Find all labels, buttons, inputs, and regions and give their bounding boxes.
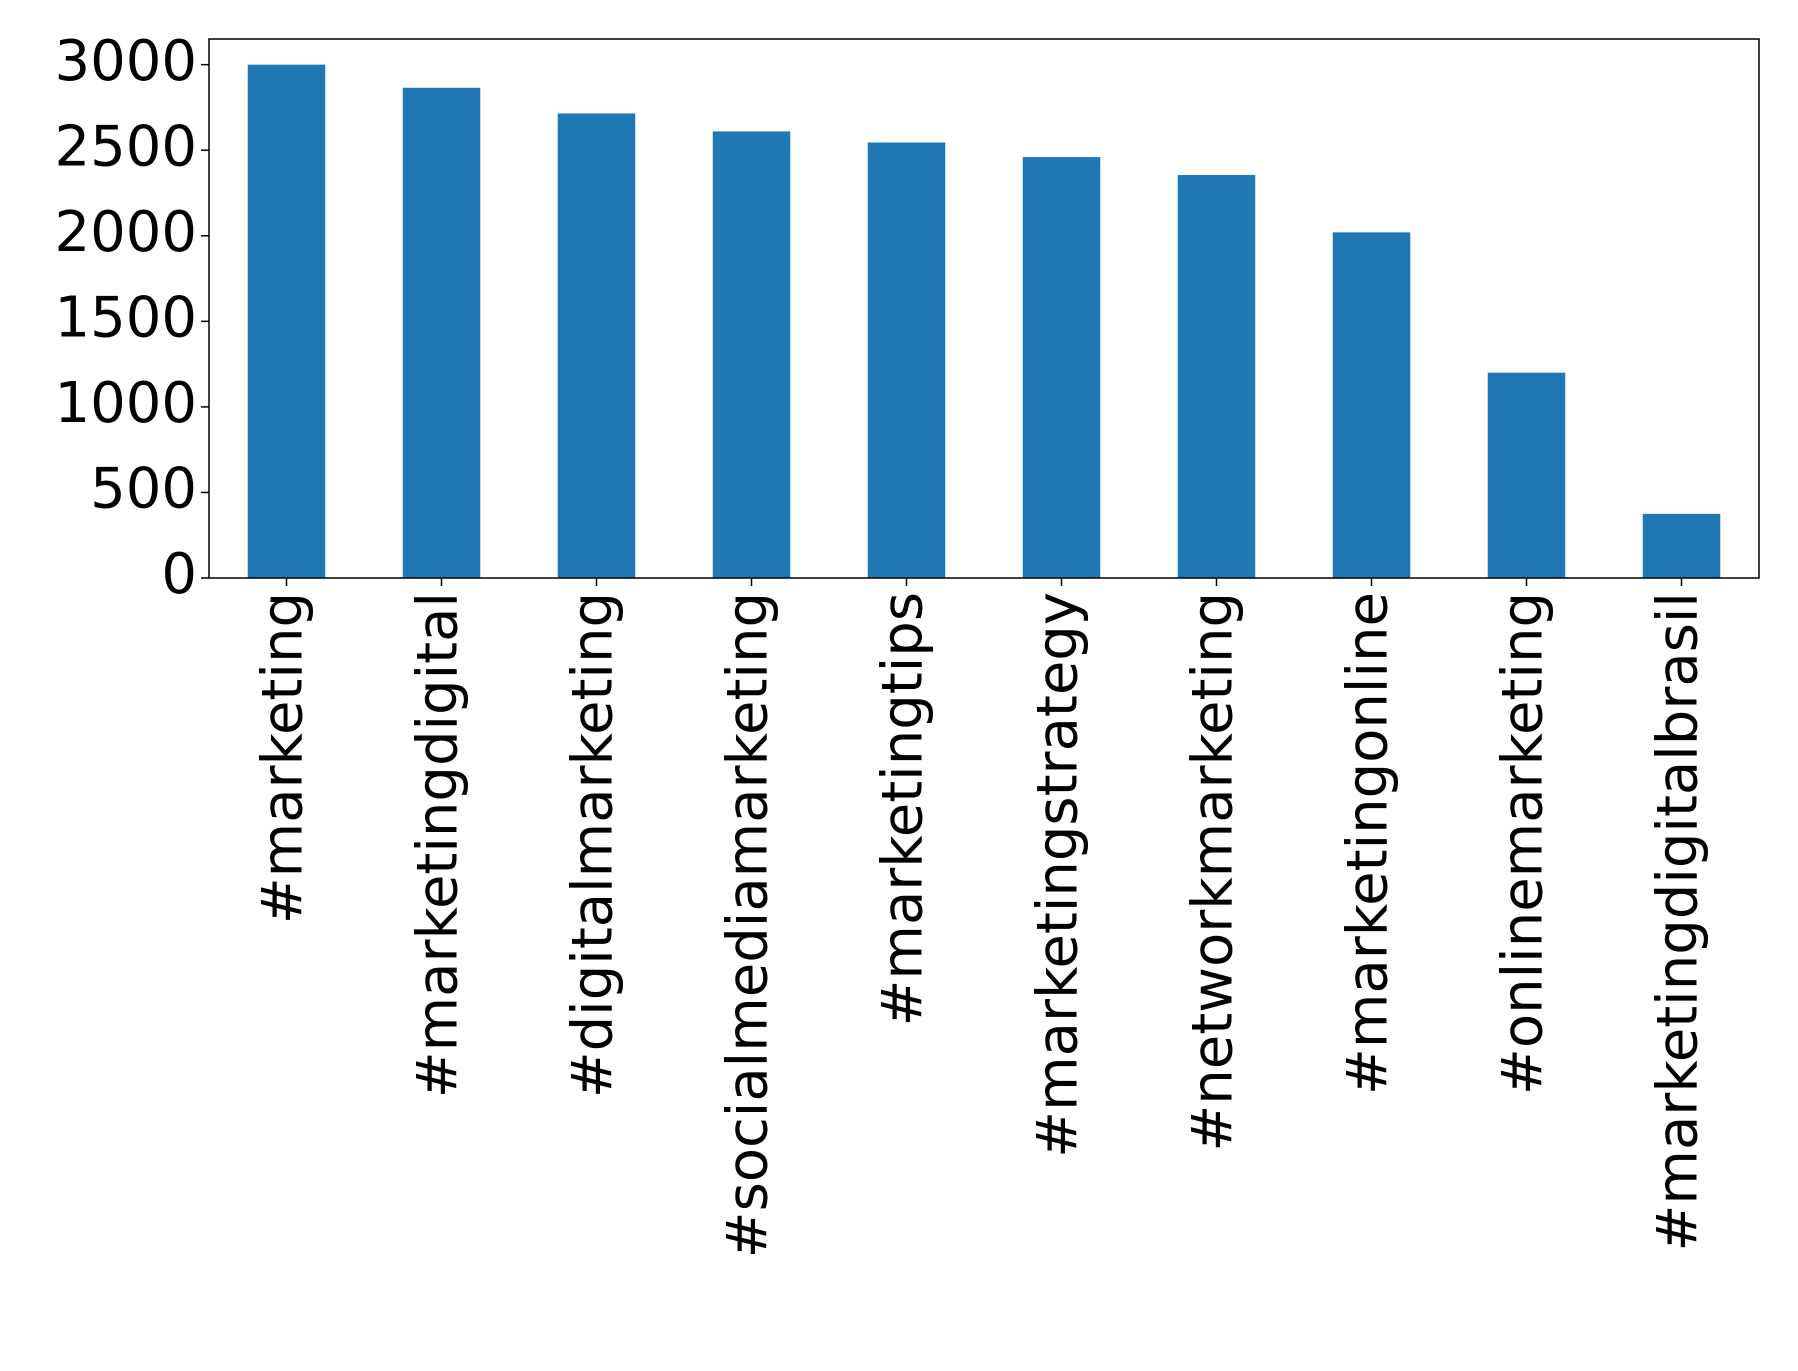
x-tick-label: #digitalmarketing [561, 592, 626, 1098]
x-tick-label: #marketingstrategy [1026, 592, 1091, 1158]
bar [1642, 513, 1721, 578]
x-tick-label: #marketingtips [871, 592, 936, 1027]
y-tick-label: 1500 [54, 285, 197, 350]
plot-frame [208, 38, 1760, 579]
bar [1332, 232, 1411, 578]
bar [402, 87, 481, 579]
y-tick-label: 500 [90, 457, 197, 522]
bar [867, 142, 946, 578]
y-tick-label: 0 [161, 542, 197, 607]
bar [712, 131, 791, 578]
x-tick-label: #networkmarketing [1181, 592, 1246, 1152]
x-tick-label: #onlinemarketing [1491, 592, 1556, 1095]
x-tick-label: #marketingdigital [406, 592, 471, 1098]
bar [1022, 157, 1101, 579]
x-tick-label: #socialmediamarketing [716, 592, 781, 1258]
y-tick-label: 1000 [54, 371, 197, 436]
x-tick-label: #marketingdigitalbrasil [1646, 592, 1711, 1251]
x-tick-label: #marketingonline [1336, 592, 1401, 1095]
y-tick-label: 3000 [54, 29, 197, 94]
x-tick-label: #marketing [251, 592, 316, 924]
y-tick-label: 2000 [54, 200, 197, 265]
bar [1177, 175, 1256, 579]
y-tick-label: 2500 [54, 114, 197, 179]
bar [1487, 372, 1566, 578]
bar [557, 113, 636, 578]
bar [247, 64, 326, 578]
